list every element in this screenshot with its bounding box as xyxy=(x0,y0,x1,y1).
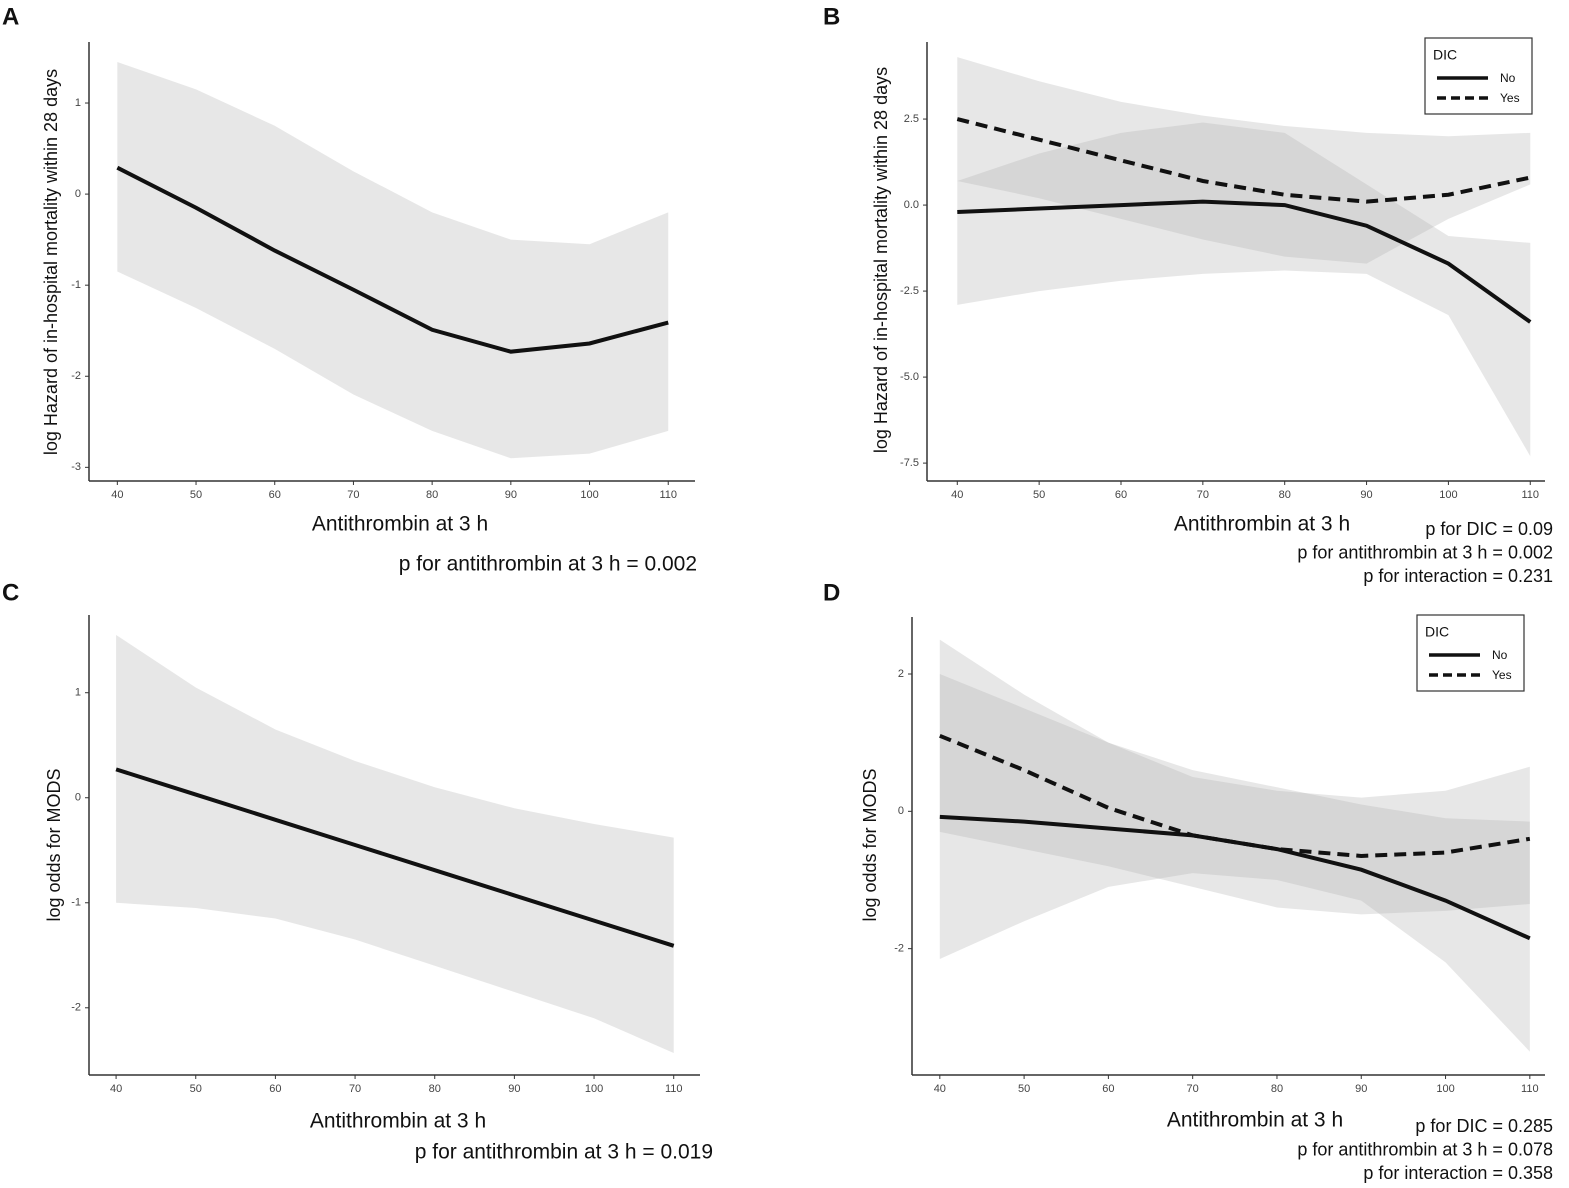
curve xyxy=(957,199,1532,324)
x-tick-label: 90 xyxy=(1360,489,1372,501)
x-axis-label: Antithrombin at 3 h xyxy=(310,1110,486,1133)
x-tick-label: 100 xyxy=(585,1083,603,1095)
annotation: p for antithrombin at 3 h = 0.078 xyxy=(1297,1139,1553,1159)
annotation: p for interaction = 0.231 xyxy=(1363,566,1553,586)
y-axis-label: log Hazard of in-hospital mortality with… xyxy=(41,69,61,455)
x-tick-label: 80 xyxy=(426,489,438,501)
x-tick-label: 60 xyxy=(1102,1083,1114,1095)
x-tick-label: 110 xyxy=(665,1083,683,1095)
confidence-band xyxy=(957,57,1531,264)
legend-box xyxy=(1424,37,1533,115)
legend-label: No xyxy=(1492,648,1508,662)
x-tick-label: 100 xyxy=(580,489,598,501)
confidence-band xyxy=(116,634,674,1053)
x-tick-label: 40 xyxy=(111,489,123,501)
y-tick-label: 1 xyxy=(75,687,81,699)
legend-title: DIC xyxy=(1433,47,1457,63)
legend-title: DIC xyxy=(1425,624,1449,640)
y-tick-label: -2.5 xyxy=(900,285,919,297)
x-tick-label: 80 xyxy=(1279,489,1291,501)
curve xyxy=(116,165,669,354)
panel-label: A xyxy=(2,3,19,30)
panel-label: D xyxy=(823,579,840,606)
x-tick-label: 40 xyxy=(934,1083,946,1095)
y-tick-label: -7.5 xyxy=(900,457,919,469)
y-tick-label: 0.0 xyxy=(904,199,919,211)
x-tick-label: 80 xyxy=(429,1083,441,1095)
curve xyxy=(115,767,675,948)
x-tick-label: 110 xyxy=(659,489,677,501)
x-tick-label: 110 xyxy=(1521,489,1539,501)
x-tick-label: 90 xyxy=(1355,1083,1367,1095)
y-tick-label: -2 xyxy=(894,943,904,955)
x-tick-label: 80 xyxy=(1271,1083,1283,1095)
legend-box xyxy=(1416,614,1525,692)
x-tick-label: 110 xyxy=(1521,1083,1539,1095)
legend-label: No xyxy=(1500,71,1516,85)
y-axis-label: log odds for MODS xyxy=(44,768,64,921)
annotation: p for interaction = 0.358 xyxy=(1363,1163,1553,1183)
y-tick-label: 2.5 xyxy=(904,113,919,125)
confidence-band xyxy=(117,62,669,459)
x-tick-label: 70 xyxy=(1187,1083,1199,1095)
y-axis-label: log Hazard of in-hospital mortality with… xyxy=(871,67,891,453)
x-tick-label: 50 xyxy=(1033,489,1045,501)
curve xyxy=(939,733,1531,858)
x-tick-label: 70 xyxy=(347,489,359,501)
x-tick-label: 40 xyxy=(951,489,963,501)
y-tick-label: -1 xyxy=(71,897,81,909)
y-axis-label: log odds for MODS xyxy=(860,768,880,921)
y-tick-label: -1 xyxy=(71,279,81,291)
y-tick-label: 2 xyxy=(898,668,904,680)
x-tick-label: 70 xyxy=(349,1083,361,1095)
x-tick-label: 90 xyxy=(505,489,517,501)
legend-label: Yes xyxy=(1492,668,1512,682)
x-tick-label: 90 xyxy=(508,1083,520,1095)
annotation: p for antithrombin at 3 h = 0.002 xyxy=(1297,542,1553,562)
x-tick-label: 100 xyxy=(1436,1083,1454,1095)
y-tick-label: 1 xyxy=(75,97,81,109)
y-tick-label: -2 xyxy=(71,370,81,382)
panel-label: B xyxy=(823,3,840,30)
x-tick-label: 50 xyxy=(190,489,202,501)
y-tick-label: 0 xyxy=(898,805,904,817)
panel-label: C xyxy=(2,579,19,606)
y-tick-label: -5.0 xyxy=(900,371,919,383)
x-tick-label: 60 xyxy=(269,1083,281,1095)
confidence-band xyxy=(939,639,1530,1052)
x-tick-label: 70 xyxy=(1197,489,1209,501)
y-tick-label: 0 xyxy=(75,188,81,200)
x-tick-label: 50 xyxy=(190,1083,202,1095)
legend-label: Yes xyxy=(1500,91,1520,105)
x-axis-label: Antithrombin at 3 h xyxy=(1174,513,1350,536)
y-tick-label: -3 xyxy=(71,461,81,473)
x-axis-label: Antithrombin at 3 h xyxy=(1167,1109,1343,1132)
y-tick-label: -2 xyxy=(71,1002,81,1014)
annotation: p for antithrombin at 3 h = 0.019 xyxy=(415,1141,713,1164)
x-tick-label: 40 xyxy=(110,1083,122,1095)
annotation: p for DIC = 0.285 xyxy=(1415,1116,1553,1136)
x-tick-label: 50 xyxy=(1018,1083,1030,1095)
x-tick-label: 60 xyxy=(269,489,281,501)
annotation: p for DIC = 0.09 xyxy=(1425,519,1553,539)
x-tick-label: 60 xyxy=(1115,489,1127,501)
x-axis-label: Antithrombin at 3 h xyxy=(312,513,488,536)
y-tick-label: 0 xyxy=(75,792,81,804)
x-tick-label: 100 xyxy=(1439,489,1457,501)
annotation: p for antithrombin at 3 h = 0.002 xyxy=(399,553,697,576)
curve xyxy=(956,117,1531,204)
